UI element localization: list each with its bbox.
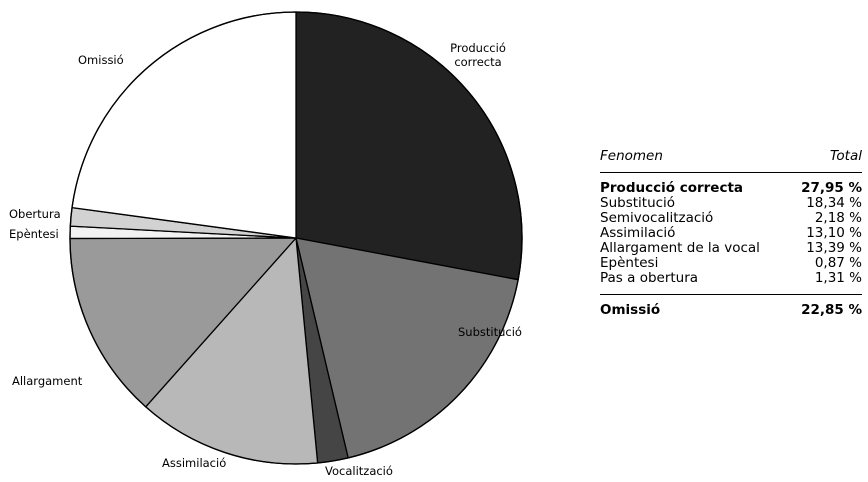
pie-slices xyxy=(69,11,523,465)
row-total: 18,34 % xyxy=(806,195,862,211)
row-total: 2,18 % xyxy=(814,210,862,226)
pie-outline xyxy=(69,11,523,465)
footer-fenomen: Omissió xyxy=(600,302,661,318)
row-total: 13,10 % xyxy=(806,225,862,241)
table-footer-row: Omissió 22,85 % xyxy=(600,295,862,319)
row-fenomen: Producció correcta xyxy=(600,180,744,196)
row-fenomen: Epèntesi xyxy=(600,255,659,271)
data-table: Fenomen Total Producció correcta 27,95 %… xyxy=(600,149,862,318)
header-fenomen: Fenomen xyxy=(600,149,790,173)
pie-slice-label: Allargament xyxy=(12,374,83,388)
pie-chart: Producció correcta Substitució Vocalització… xyxy=(9,11,523,478)
table-row: Allargament de la vocal 13,39 % xyxy=(600,241,862,256)
row-fenomen: Assimilació xyxy=(600,225,676,241)
row-fenomen: Pas a obertura xyxy=(600,271,790,295)
row-total: 0,87 % xyxy=(814,255,862,271)
footer-total: 22,85 % xyxy=(801,302,862,318)
pie-labels: Producció correcta Substitució Vocalització… xyxy=(9,41,522,478)
row-total: 1,31 % xyxy=(789,271,862,295)
pie-slice-label: Obertura xyxy=(9,207,61,221)
row-fenomen: Allargament de la vocal xyxy=(600,240,760,256)
table-row: Semivocalització 2,18 % xyxy=(600,211,862,226)
pie-slice xyxy=(71,11,297,239)
table-row: Epèntesi 0,87 % xyxy=(600,256,862,271)
table-header-row: Fenomen Total xyxy=(600,149,862,173)
table-row: Producció correcta 27,95 % xyxy=(600,173,862,197)
table-row: Pas a obertura 1,31 % xyxy=(600,271,862,295)
pie-slice-label: Assimilació xyxy=(162,456,226,470)
row-total: 13,39 % xyxy=(806,240,862,256)
table-row: Substitució 18,34 % xyxy=(600,196,862,211)
pie-slice-label: Vocalització xyxy=(325,464,393,478)
row-total: 27,95 % xyxy=(801,180,862,196)
pie-slice-label: Epèntesi xyxy=(9,227,59,241)
pie-slice-label: Producció correcta xyxy=(450,41,506,69)
row-fenomen: Substitució xyxy=(600,195,676,211)
header-total: Total xyxy=(789,149,862,173)
pie-slice-label: Omissió xyxy=(78,53,124,67)
pie-slice-label: Substitució xyxy=(458,325,522,339)
row-fenomen: Semivocalització xyxy=(600,210,714,226)
table-row: Assimilació 13,10 % xyxy=(600,226,862,241)
